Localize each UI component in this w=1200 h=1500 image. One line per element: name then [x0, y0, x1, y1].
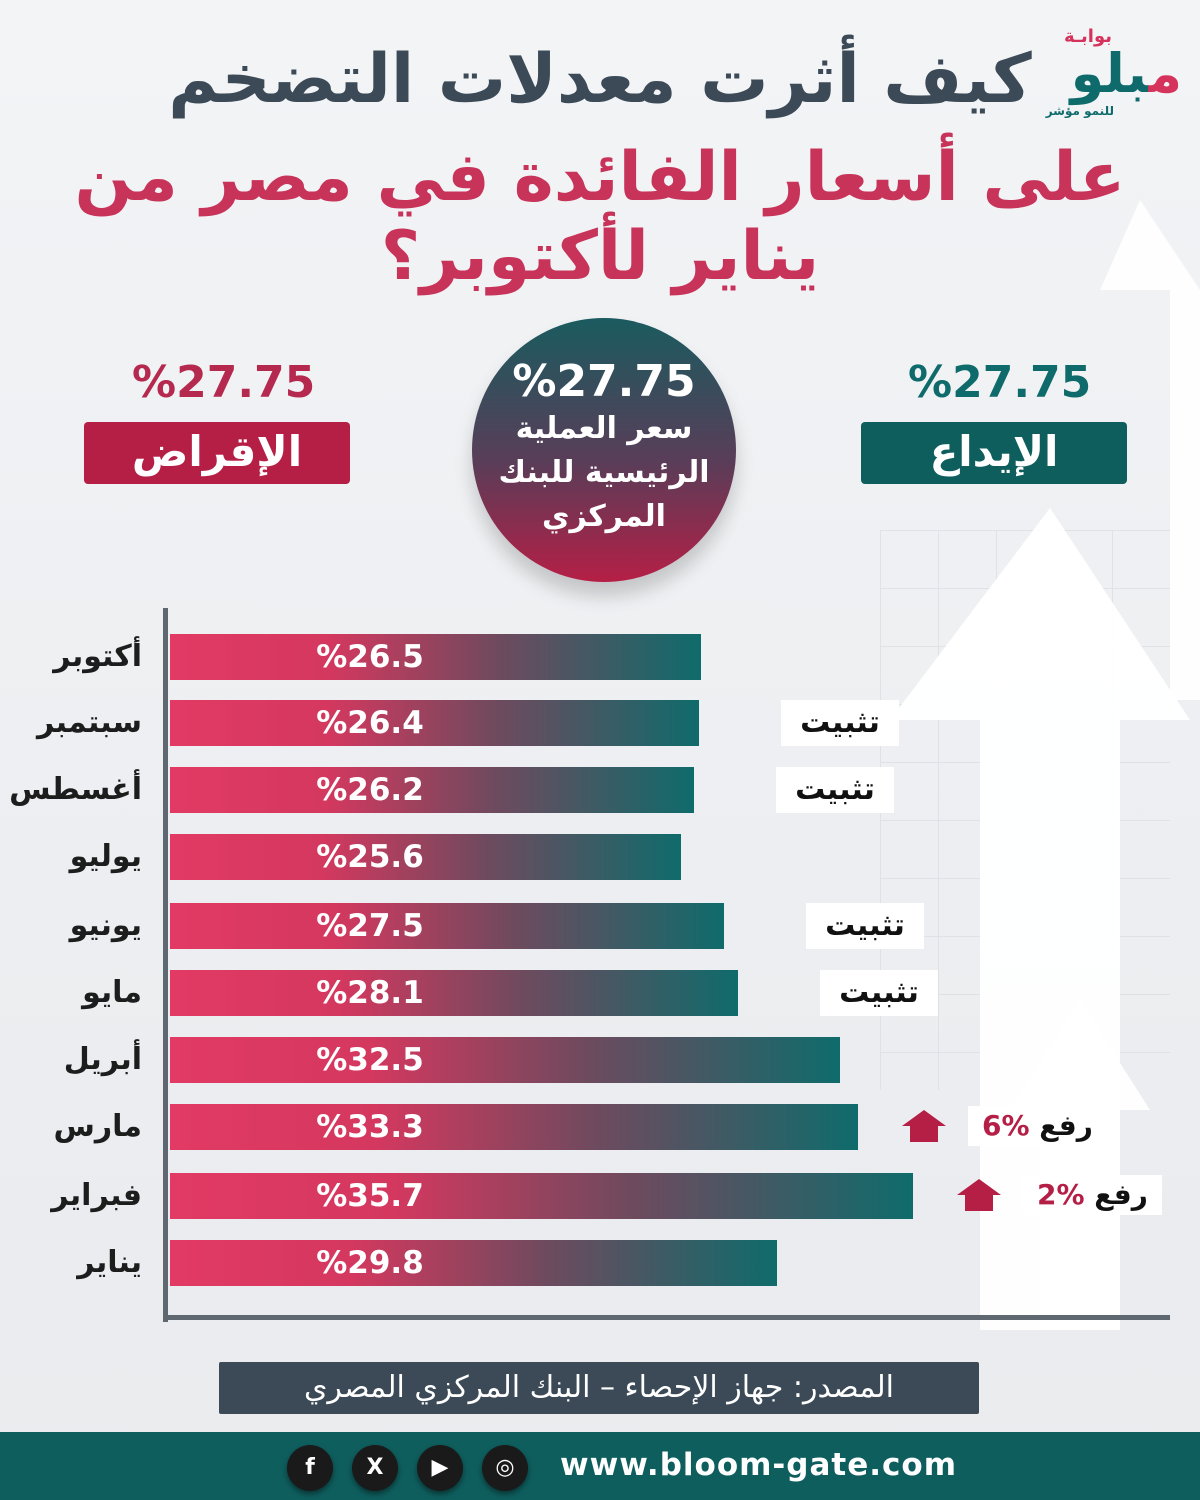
logo-wordmark: مبلو: [1070, 42, 1182, 105]
bar: [170, 634, 701, 680]
month-label: يونيو: [69, 908, 142, 943]
bar-value-label: %27.5: [316, 908, 424, 944]
month-label: يناير: [77, 1245, 142, 1280]
bar-value-label: %35.7: [316, 1178, 424, 1214]
bar: [170, 970, 738, 1016]
logo-tagline: للنمو مؤشر: [1045, 104, 1114, 118]
bar: [170, 1240, 777, 1286]
deposit-rate-label: الإيداع: [861, 422, 1127, 484]
month-label: مايو: [82, 975, 142, 1010]
month-label: يوليو: [69, 839, 142, 874]
raise-badge: رفع %2: [1023, 1175, 1162, 1215]
logo-small-text: بوابـة: [1063, 26, 1112, 47]
bar-value-label: %28.1: [316, 975, 424, 1011]
raise-amount: %2: [1037, 1178, 1085, 1211]
bar: [170, 1104, 858, 1150]
bar-value-label: %29.8: [316, 1245, 424, 1281]
raise-word: رفع: [1084, 1178, 1148, 1211]
month-label: أبريل: [63, 1042, 142, 1077]
deposit-rate-value: %27.75: [908, 357, 1092, 408]
month-label: أغسطس: [9, 772, 142, 807]
month-label: مارس: [53, 1109, 142, 1144]
title-line-2: على أسعار الفائدة في مصر من يناير لأكتوب…: [74, 138, 1127, 296]
lending-rate-value: %27.75: [132, 357, 316, 408]
bar: [170, 767, 694, 813]
bar-value-label: %26.5: [316, 639, 424, 675]
chart-x-axis: [163, 1315, 1170, 1320]
hold-badge: تثبيت: [776, 767, 894, 813]
main-operation-rate-circle: %27.75 سعر العملية الرئيسية للبنك المركز…: [472, 318, 736, 582]
bar: [170, 1037, 840, 1083]
hold-badge: تثبيت: [820, 970, 938, 1016]
x-icon[interactable]: X: [352, 1445, 398, 1491]
bar-value-label: %26.2: [316, 772, 424, 808]
raise-word: رفع: [1029, 1109, 1093, 1142]
main-rate-value: %27.75: [512, 356, 696, 407]
instagram-icon[interactable]: ◎: [482, 1445, 528, 1491]
brand-logo: بوابـة مبلو للنمو مؤشر: [1012, 12, 1182, 122]
month-label: فبراير: [51, 1178, 142, 1213]
bar: [170, 903, 724, 949]
bar-value-label: %32.5: [316, 1042, 424, 1078]
website-link[interactable]: www.bloom-gate.com: [560, 1447, 957, 1483]
hold-badge: تثبيت: [781, 700, 899, 746]
bar: [170, 834, 681, 880]
raise-amount: %6: [982, 1109, 1030, 1142]
main-rate-label: سعر العملية الرئيسية للبنك المركزي: [498, 411, 710, 534]
bar-value-label: %26.4: [316, 705, 424, 741]
source-note: المصدر: جهاز الإحصاء – البنك المركزي الم…: [219, 1362, 979, 1414]
youtube-icon[interactable]: ▶: [417, 1445, 463, 1491]
footer-bar: [0, 1432, 1200, 1500]
title-line-1: كيف أثرت معدلات التضخم: [168, 40, 1032, 119]
facebook-icon[interactable]: f: [287, 1445, 333, 1491]
bar: [170, 700, 699, 746]
hold-badge: تثبيت: [806, 903, 924, 949]
raise-badge: رفع %6: [968, 1106, 1107, 1146]
bar: [170, 1173, 913, 1219]
lending-rate-label: الإقراض: [84, 422, 350, 484]
chart-y-axis: [163, 608, 168, 1322]
month-label: أكتوبر: [53, 639, 142, 674]
bar-value-label: %33.3: [316, 1109, 424, 1145]
bar-value-label: %25.6: [316, 839, 424, 875]
month-label: سبتمبر: [36, 705, 142, 740]
